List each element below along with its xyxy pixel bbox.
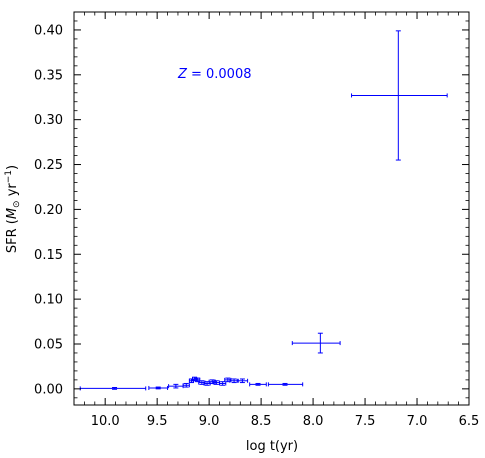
y-tick-label: 0.00 bbox=[34, 382, 63, 397]
y-label-prefix: SFR ( bbox=[5, 219, 20, 253]
x-tick-label: 8.0 bbox=[303, 414, 324, 429]
axis-ticks: 10.0 9.5 9.0 8.5 8.0 7.5 7.0 6.5 0.00 0.05 0.10 0.1… bbox=[34, 11, 480, 429]
y-tick-label: 0.35 bbox=[34, 68, 63, 83]
x-tick-label: 10.0 bbox=[91, 414, 120, 429]
y-label-suffix: ) bbox=[5, 165, 20, 170]
metallicity-annotation: Z = 0.0008 bbox=[177, 67, 252, 82]
data-point bbox=[291, 332, 341, 354]
data-point bbox=[212, 380, 221, 385]
data-point bbox=[219, 381, 227, 386]
data-point bbox=[208, 379, 216, 384]
y-tick-label: 0.30 bbox=[34, 113, 63, 128]
x-tick-label: 6.5 bbox=[459, 414, 480, 429]
plot-area bbox=[79, 30, 448, 391]
data-point bbox=[148, 385, 169, 390]
data-point bbox=[236, 378, 249, 384]
data-point bbox=[195, 377, 201, 383]
plot-frame bbox=[73, 11, 470, 406]
x-axis-label: log t(yr) bbox=[246, 439, 298, 454]
x-tick-label: 8.5 bbox=[251, 414, 272, 429]
y-label-msun: M bbox=[5, 208, 20, 219]
x-tick-label: 9.0 bbox=[199, 414, 220, 429]
data-point bbox=[267, 382, 304, 387]
y-label-mid: yr bbox=[5, 183, 20, 201]
y-tick-label: 0.40 bbox=[34, 23, 63, 38]
x-tick-label: 7.0 bbox=[407, 414, 428, 429]
annotation-value: = 0.0008 bbox=[187, 67, 252, 82]
data-point bbox=[168, 383, 184, 389]
y-tick-label: 0.20 bbox=[34, 203, 63, 218]
y-tick-label: 0.10 bbox=[34, 293, 63, 308]
y-tick-label: 0.05 bbox=[34, 337, 63, 352]
data-point bbox=[351, 30, 448, 161]
data-point bbox=[182, 382, 190, 388]
y-label-exponent: −1 bbox=[4, 170, 14, 183]
y-axis-label: SFR (M⊙ yr−1) bbox=[4, 165, 22, 253]
x-tick-label: 9.5 bbox=[147, 414, 168, 429]
data-point bbox=[79, 386, 147, 391]
y-tick-label: 0.25 bbox=[34, 158, 63, 173]
data-point bbox=[192, 376, 198, 382]
y-tick-label: 0.15 bbox=[34, 248, 63, 263]
y-label-sun-symbol: ⊙ bbox=[12, 200, 22, 208]
annotation-symbol: Z bbox=[177, 67, 188, 82]
data-point bbox=[249, 382, 267, 387]
x-tick-label: 7.5 bbox=[355, 414, 376, 429]
